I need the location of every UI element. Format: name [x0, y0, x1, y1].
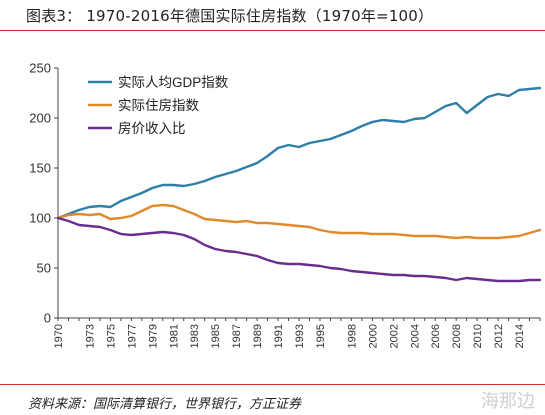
- legend-label-3: 房价收入比: [118, 121, 186, 136]
- x-tick-label: 1993: [294, 324, 306, 348]
- x-tick-label: 2002: [388, 324, 400, 348]
- x-tick-label: 2008: [451, 324, 463, 348]
- y-tick-label: 100: [29, 211, 51, 226]
- watermark: 海那边: [481, 391, 535, 412]
- legend-label-1: 实际人均GDP指数: [118, 75, 229, 90]
- x-tick-label: 1985: [210, 324, 222, 348]
- y-tick-label: 150: [29, 161, 51, 176]
- x-tick-label: 2012: [493, 324, 505, 348]
- x-tick-label: 1977: [126, 324, 138, 348]
- x-tick-label: 2000: [367, 324, 379, 348]
- y-tick-label: 50: [37, 261, 51, 276]
- x-tick-label: 2014: [514, 324, 526, 348]
- x-tick-label: 1995: [315, 324, 327, 348]
- x-tick-label: 1981: [168, 324, 180, 348]
- header: 图表3： 1970-2016年德国实际住房指数（1970年=100）: [0, 0, 545, 31]
- y-tick-label: 200: [29, 111, 51, 126]
- x-tick-label: 1975: [105, 324, 117, 348]
- x-tick-label: 1998: [346, 324, 358, 348]
- x-tick-label: 2010: [472, 324, 484, 348]
- chart-title: 图表3： 1970-2016年德国实际住房指数（1970年=100）: [26, 7, 434, 25]
- x-tick-label: 1970: [53, 324, 65, 348]
- series-line-2: [56, 203, 542, 240]
- x-tick-label: 1991: [273, 324, 285, 348]
- footer: 资料来源：国际清算银行，世界银行，方正证券 海那边: [0, 384, 545, 415]
- series-line-3: [56, 216, 542, 283]
- x-tick-label: 2004: [409, 324, 421, 348]
- x-tick-label: 1973: [84, 324, 96, 348]
- series-line-1: [56, 86, 542, 220]
- line-chart: 0 50 100 150 200 250 1970 1973 1975 1977 1979 1981 1…: [29, 61, 542, 348]
- x-tick-label: 1983: [189, 324, 201, 348]
- source-note: 资料来源：国际清算银行，世界银行，方正证券: [28, 397, 302, 412]
- x-tick-label: 1989: [252, 324, 264, 348]
- y-tick-label: 0: [44, 311, 51, 326]
- x-tick-label: 1987: [231, 324, 243, 348]
- x-tick-label: 2006: [430, 324, 442, 348]
- x-tick-label: 1979: [147, 324, 159, 348]
- chart-area: 0 50 100 150 200 250 1970 1973 1975 1977 1979 1981 1…: [0, 40, 545, 380]
- y-tick-label: 250: [29, 61, 51, 76]
- legend-label-2: 实际住房指数: [118, 98, 199, 113]
